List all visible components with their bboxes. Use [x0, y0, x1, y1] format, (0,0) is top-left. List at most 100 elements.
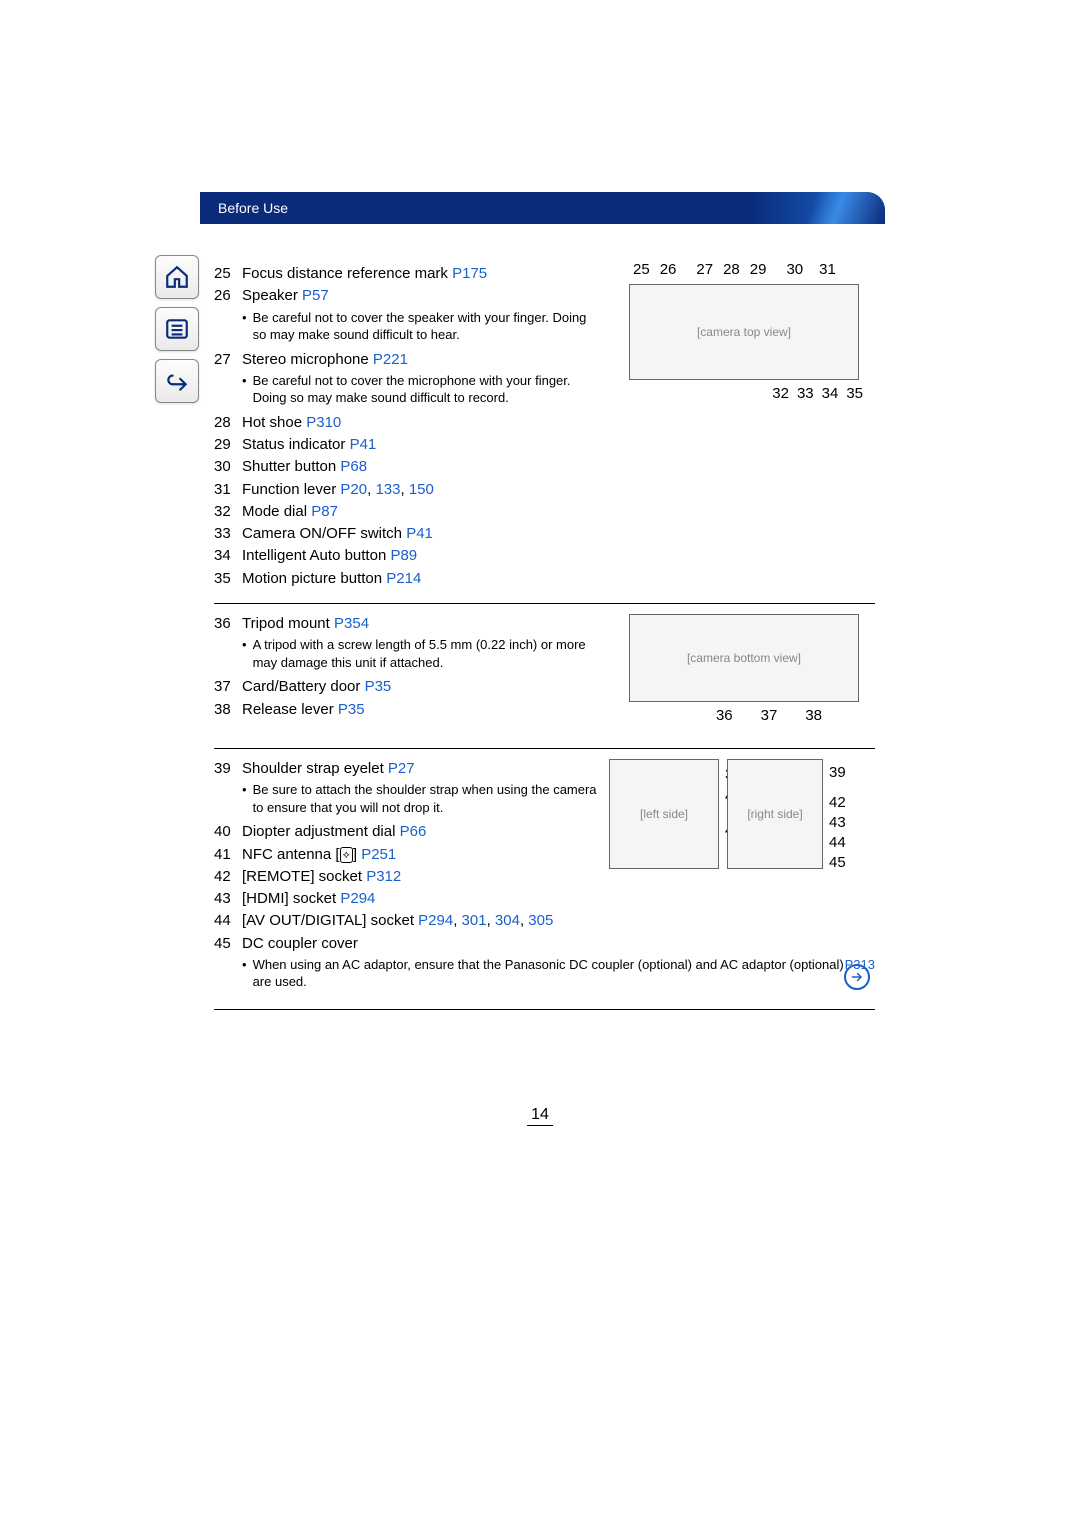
item-number: 39: [214, 759, 242, 779]
section-title: Before Use: [218, 200, 288, 216]
item-label: [REMOTE] socket: [242, 868, 366, 885]
list-icon: [164, 316, 190, 342]
item-body: Camera ON/OFF switch P41: [242, 524, 602, 544]
item-label: NFC antenna: [242, 846, 335, 863]
item-number: 38: [214, 700, 242, 720]
page-ref-link[interactable]: P57: [302, 287, 329, 304]
parts-item: 36Tripod mount P354A tripod with a screw…: [214, 614, 604, 675]
item-note: A tripod with a screw length of 5.5 mm (…: [242, 636, 602, 671]
manual-page: Before Use 25 26 27 28 29 30 31 [camera …: [200, 192, 885, 1020]
page-content: 25 26 27 28 29 30 31 [camera top view] 3…: [200, 224, 885, 1010]
page-ref-link[interactable]: P20: [340, 481, 367, 498]
item-note-list: When using an AC adaptor, ensure that th…: [242, 956, 875, 991]
camera-side-right-diagram: [right side]: [727, 759, 823, 869]
page-ref-link[interactable]: 133: [375, 481, 400, 498]
back-arrow-icon: [164, 368, 190, 394]
item-number: 34: [214, 546, 242, 566]
page-ref-link[interactable]: 150: [409, 481, 434, 498]
diagram-top-labels-lower: 32 33 34 35: [629, 384, 879, 404]
page-ref-link[interactable]: P35: [365, 678, 392, 695]
item-body: [REMOTE] socket P312: [242, 867, 875, 887]
item-number: 25: [214, 264, 242, 284]
page-ref-link[interactable]: 304: [495, 912, 520, 929]
parts-item: 43[HDMI] socket P294: [214, 889, 875, 909]
section-header: Before Use: [200, 192, 885, 224]
item-label: Mode dial: [242, 503, 311, 520]
item-number: 44: [214, 911, 242, 931]
page-ref-link[interactable]: P310: [306, 414, 341, 431]
page-ref-link[interactable]: P41: [350, 436, 377, 453]
toc-button[interactable]: [155, 307, 199, 351]
item-number: 27: [214, 350, 242, 370]
page-ref-link[interactable]: P294: [418, 912, 453, 929]
item-body: Card/Battery door P35: [242, 677, 602, 697]
page-ref-link[interactable]: P221: [373, 351, 408, 368]
page-ref-link[interactable]: P214: [386, 570, 421, 587]
item-body: Mode dial P87: [242, 502, 602, 522]
item-label: Function lever: [242, 481, 340, 498]
item-number: 37: [214, 677, 242, 697]
item-note-list: Be careful not to cover the speaker with…: [242, 309, 602, 344]
item-body: Stereo microphone P221Be careful not to …: [242, 350, 602, 411]
page-ref-link[interactable]: P87: [311, 503, 338, 520]
page-ref-link[interactable]: P312: [366, 868, 401, 885]
item-label: [AV OUT/DIGITAL] socket: [242, 912, 418, 929]
next-page-icon[interactable]: [844, 964, 870, 990]
item-body: [AV OUT/DIGITAL] socket P294, 301, 304, …: [242, 911, 875, 931]
parts-item: 31Function lever P20, 133, 150: [214, 480, 604, 500]
home-button[interactable]: [155, 255, 199, 299]
item-body: Focus distance reference mark P175: [242, 264, 602, 284]
item-body: Intelligent Auto button P89: [242, 546, 602, 566]
item-number: 42: [214, 867, 242, 887]
camera-top-diagram: [camera top view]: [629, 284, 859, 380]
parts-list-2: 36Tripod mount P354A tripod with a screw…: [214, 614, 604, 734]
item-label: Motion picture button: [242, 570, 386, 587]
item-body: Tripod mount P354 A tripod with a screw l…: [242, 614, 602, 675]
item-note-list: A tripod with a screw length of 5.5 mm (…: [242, 636, 602, 671]
item-note-list: Be careful not to cover the microphone w…: [242, 372, 602, 407]
item-label: Card/Battery door: [242, 678, 365, 695]
page-ref-link[interactable]: P294: [340, 890, 375, 907]
diagram-side-group: [left side] 39 40 41 [right side] 39 42 …: [609, 759, 879, 869]
item-note-list: Be sure to attach the shoulder strap whe…: [242, 781, 602, 816]
item-body: DC coupler coverWhen using an AC adaptor…: [242, 934, 875, 995]
diagram-side-right-wrap: [right side] 39 42 43 44 45: [727, 759, 823, 869]
back-button[interactable]: [155, 359, 199, 403]
parts-item: 28Hot shoe P310: [214, 413, 604, 433]
item-label: Shutter button: [242, 458, 340, 475]
item-number: 28: [214, 413, 242, 433]
page-ref-link[interactable]: P68: [340, 458, 367, 475]
item-number: 30: [214, 457, 242, 477]
nfc-icon: ⟡: [340, 847, 353, 863]
page-ref-link[interactable]: 301: [462, 912, 487, 929]
item-number: 33: [214, 524, 242, 544]
diagram-top-labels-upper: 25 26 27 28 29 30 31: [629, 260, 879, 280]
parts-item: 35Motion picture button P214: [214, 569, 604, 589]
parts-item: 37Card/Battery door P35: [214, 677, 604, 697]
parts-item: 33Camera ON/OFF switch P41: [214, 524, 604, 544]
page-ref-link[interactable]: P41: [406, 525, 433, 542]
page-ref-link[interactable]: P89: [390, 547, 417, 564]
item-body: Shutter button P68: [242, 457, 602, 477]
item-number: 41: [214, 845, 242, 865]
item-number: 43: [214, 889, 242, 909]
item-number: 29: [214, 435, 242, 455]
page-ref-link[interactable]: P35: [338, 701, 365, 718]
diagram-bottom-labels: 36 37 38: [629, 706, 879, 726]
item-label: Tripod mount: [242, 615, 334, 632]
page-ref-link[interactable]: P27: [388, 760, 415, 777]
item-label: Camera ON/OFF switch: [242, 525, 406, 542]
home-icon: [164, 264, 190, 290]
item-label: Focus distance reference mark: [242, 265, 452, 282]
item-note: When using an AC adaptor, ensure that th…: [242, 956, 875, 991]
page-ref-link[interactable]: P66: [400, 823, 427, 840]
page-ref-link[interactable]: P354: [334, 615, 369, 632]
item-note: Be sure to attach the shoulder strap whe…: [242, 781, 602, 816]
item-body: [HDMI] socket P294: [242, 889, 875, 909]
parts-item: 26Speaker P57Be careful not to cover the…: [214, 286, 604, 347]
page-ref-link[interactable]: P251: [361, 846, 396, 863]
page-ref-link[interactable]: P175: [452, 265, 487, 282]
page-number: 14: [527, 1106, 553, 1126]
page-ref-link[interactable]: 305: [528, 912, 553, 929]
item-body: Hot shoe P310: [242, 413, 602, 433]
